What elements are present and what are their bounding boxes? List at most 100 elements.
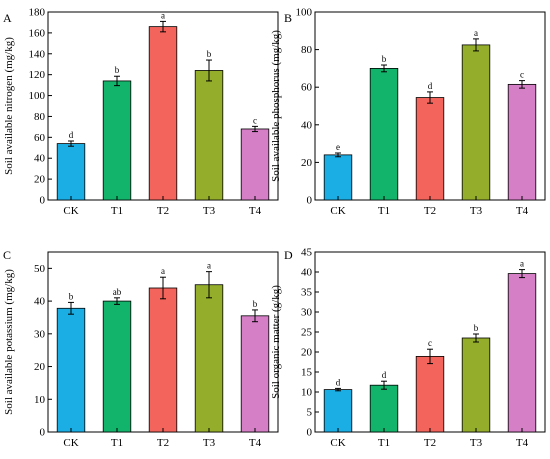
x-tick-label: T3 <box>203 437 216 449</box>
chart-panel-b: B 0 20 40 60 80 100 Soil available phosphorus (… <box>270 7 546 217</box>
x-tick-label: T1 <box>378 437 390 449</box>
significance-label: a <box>520 259 524 269</box>
bar <box>148 26 178 201</box>
bar <box>194 284 224 433</box>
y-tick-label: 60 <box>34 132 46 144</box>
bar <box>56 143 86 201</box>
y-tick-label: 40 <box>34 296 46 308</box>
bar <box>461 44 491 201</box>
x-tick-label: T3 <box>203 205 216 217</box>
x-tick-label: T1 <box>111 437 123 449</box>
significance-label: ab <box>113 287 122 297</box>
significance-label: b <box>69 291 74 301</box>
chart-panel-d: D 0 5 10 15 20 25 30 35 40 45 Soil organic matter (… <box>270 247 546 449</box>
x-tick-label: T4 <box>516 437 529 449</box>
chart-panel-a: A 0 20 40 60 80 100 120 140 160 180 Soil available … <box>3 7 279 217</box>
bar <box>461 337 491 433</box>
y-axis-title: Soil available potassium (mg/kg) <box>3 269 15 415</box>
significance-label: a <box>474 28 478 38</box>
chart-panel-c: C 0 10 20 30 40 50 Soil available potassium (mg… <box>3 248 279 449</box>
significance-label: c <box>428 338 432 348</box>
panel-letter: B <box>284 11 292 25</box>
bar <box>240 315 270 433</box>
bar <box>56 307 86 433</box>
y-tick-label: 100 <box>296 7 313 19</box>
y-tick-label: 0 <box>40 427 46 439</box>
y-tick-label: 60 <box>301 82 313 94</box>
panel-letter: D <box>284 248 293 262</box>
y-tick-label: 35 <box>301 287 313 299</box>
y-tick-label: 0 <box>307 427 313 439</box>
significance-label: b <box>253 299 258 309</box>
x-tick-label: T3 <box>470 205 483 217</box>
y-tick-label: 160 <box>29 27 46 39</box>
y-tick-label: 20 <box>301 347 313 359</box>
x-tick-label: T2 <box>157 205 169 217</box>
y-tick-label: 50 <box>34 263 46 275</box>
bar <box>102 80 132 201</box>
x-tick-label: T2 <box>157 437 169 449</box>
significance-label: e <box>336 142 340 152</box>
x-tick-label: T4 <box>516 205 529 217</box>
y-tick-label: 30 <box>34 328 46 340</box>
significance-label: d <box>382 370 387 380</box>
y-tick-label: 5 <box>307 407 313 419</box>
y-tick-label: 10 <box>34 394 46 406</box>
y-tick-label: 40 <box>301 119 313 131</box>
y-tick-label: 20 <box>34 361 46 373</box>
bar <box>415 355 445 433</box>
y-tick-label: 80 <box>301 44 313 56</box>
bar <box>369 68 399 201</box>
panel-letter: C <box>3 248 11 262</box>
x-tick-label: T4 <box>249 205 262 217</box>
x-tick-label: CK <box>63 205 78 217</box>
y-tick-label: 0 <box>307 195 313 207</box>
bar <box>102 300 132 433</box>
y-tick-label: 25 <box>301 327 313 339</box>
y-tick-label: 140 <box>29 48 46 60</box>
x-tick-label: CK <box>63 437 78 449</box>
x-tick-label: T2 <box>424 437 436 449</box>
x-tick-label: T2 <box>424 205 436 217</box>
significance-label: c <box>253 115 257 125</box>
significance-label: b <box>474 323 479 333</box>
bar <box>323 389 353 433</box>
x-tick-label: T3 <box>470 437 483 449</box>
significance-label: b <box>115 65 120 75</box>
y-tick-label: 180 <box>29 7 46 19</box>
y-axis-title: Soil organic matter (g/kg) <box>270 285 282 399</box>
bar <box>369 384 399 433</box>
significance-label: a <box>161 266 165 276</box>
y-tick-label: 40 <box>301 267 313 279</box>
bar <box>323 154 353 201</box>
bar <box>507 83 537 201</box>
x-tick-label: T1 <box>378 205 390 217</box>
panel-letter: A <box>3 11 12 25</box>
y-tick-label: 45 <box>301 247 313 259</box>
x-tick-label: T4 <box>249 437 262 449</box>
bar <box>507 273 537 433</box>
significance-label: d <box>336 377 341 387</box>
y-tick-label: 30 <box>301 307 313 319</box>
significance-label: b <box>207 49 212 59</box>
y-tick-label: 100 <box>29 90 46 102</box>
y-tick-label: 40 <box>34 153 46 165</box>
x-tick-label: CK <box>330 437 345 449</box>
y-tick-label: 120 <box>29 69 46 81</box>
y-tick-label: 20 <box>301 157 313 169</box>
significance-label: c <box>520 70 524 80</box>
bar <box>415 97 445 201</box>
significance-label: d <box>428 81 433 91</box>
significance-label: d <box>69 130 74 140</box>
bar <box>148 287 178 433</box>
significance-label: a <box>207 261 211 271</box>
significance-label: b <box>382 54 387 64</box>
significance-label: a <box>161 10 165 20</box>
y-tick-label: 15 <box>301 367 313 379</box>
x-tick-label: CK <box>330 205 345 217</box>
y-tick-label: 80 <box>34 111 46 123</box>
y-tick-label: 20 <box>34 174 46 186</box>
bar <box>194 70 224 201</box>
x-tick-label: T1 <box>111 205 123 217</box>
